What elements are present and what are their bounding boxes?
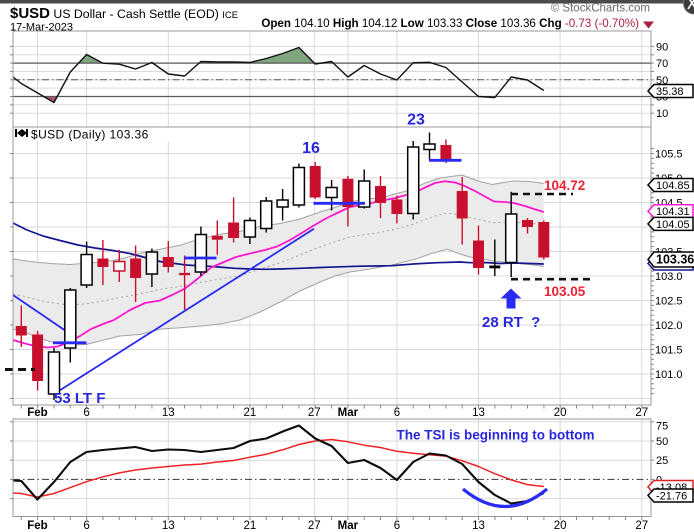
svg-text:75: 75 [656,421,668,433]
svg-text:27: 27 [635,520,648,532]
svg-text:6: 6 [83,407,89,419]
svg-text:21: 21 [244,407,257,419]
svg-text:23: 23 [407,112,425,129]
svg-text:Feb: Feb [27,520,47,532]
svg-text:103.0: 103.0 [655,271,683,283]
svg-text:50: 50 [656,436,668,448]
svg-text:$USD (Daily) 103.36: $USD (Daily) 103.36 [31,128,149,142]
svg-text:53 LT F: 53 LT F [54,390,105,407]
svg-text:-21.76: -21.76 [656,491,687,503]
svg-text:27: 27 [308,520,321,532]
svg-text:10: 10 [656,108,668,120]
svg-text:25: 25 [656,455,668,467]
svg-text:$USD US Dollar - Cash Settle (: $USD US Dollar - Cash Settle (EOD) ICE [10,5,238,22]
svg-text:102.5: 102.5 [655,296,683,308]
svg-text:Feb: Feb [27,407,47,419]
svg-text:27: 27 [308,407,321,419]
svg-text:105.5: 105.5 [655,149,683,161]
svg-text:70: 70 [656,58,668,70]
svg-text:The TSI is beginning to bottom: The TSI is beginning to bottom [397,428,595,443]
svg-text:13: 13 [162,520,175,532]
svg-text:6: 6 [394,520,400,532]
svg-text:13: 13 [472,407,485,419]
svg-text:102.0: 102.0 [655,320,683,332]
svg-text:21: 21 [244,520,257,532]
svg-text:13: 13 [472,520,485,532]
svg-text:103.05: 103.05 [544,284,586,299]
svg-text:27: 27 [635,407,648,419]
svg-text:104.85: 104.85 [656,180,690,192]
svg-text:101.0: 101.0 [655,369,683,381]
svg-text:103.36: 103.36 [656,253,694,267]
svg-text:17-Mar-2023: 17-Mar-2023 [10,22,73,34]
svg-text:6: 6 [394,407,400,419]
svg-text:Mar: Mar [338,407,359,419]
svg-text:20: 20 [554,520,567,532]
svg-text:90: 90 [656,41,668,53]
svg-text:104.05: 104.05 [656,219,690,231]
svg-text:Open 104.10 High 104.12 Low 10: Open 104.10 High 104.12 Low 103.33 Close… [261,17,639,30]
svg-text:28 RT ?: 28 RT ? [482,314,540,331]
svg-text:Mar: Mar [338,520,359,532]
svg-text:35.38: 35.38 [656,86,684,98]
svg-text:104.31: 104.31 [656,206,690,218]
svg-text:6: 6 [83,520,89,532]
svg-text:© StockCharts.com: © StockCharts.com [551,3,650,15]
svg-text:13: 13 [162,407,175,419]
svg-text:104.72: 104.72 [544,178,585,193]
svg-text:20: 20 [554,407,567,419]
svg-text:101.5: 101.5 [655,345,683,357]
svg-text:16: 16 [302,140,320,157]
